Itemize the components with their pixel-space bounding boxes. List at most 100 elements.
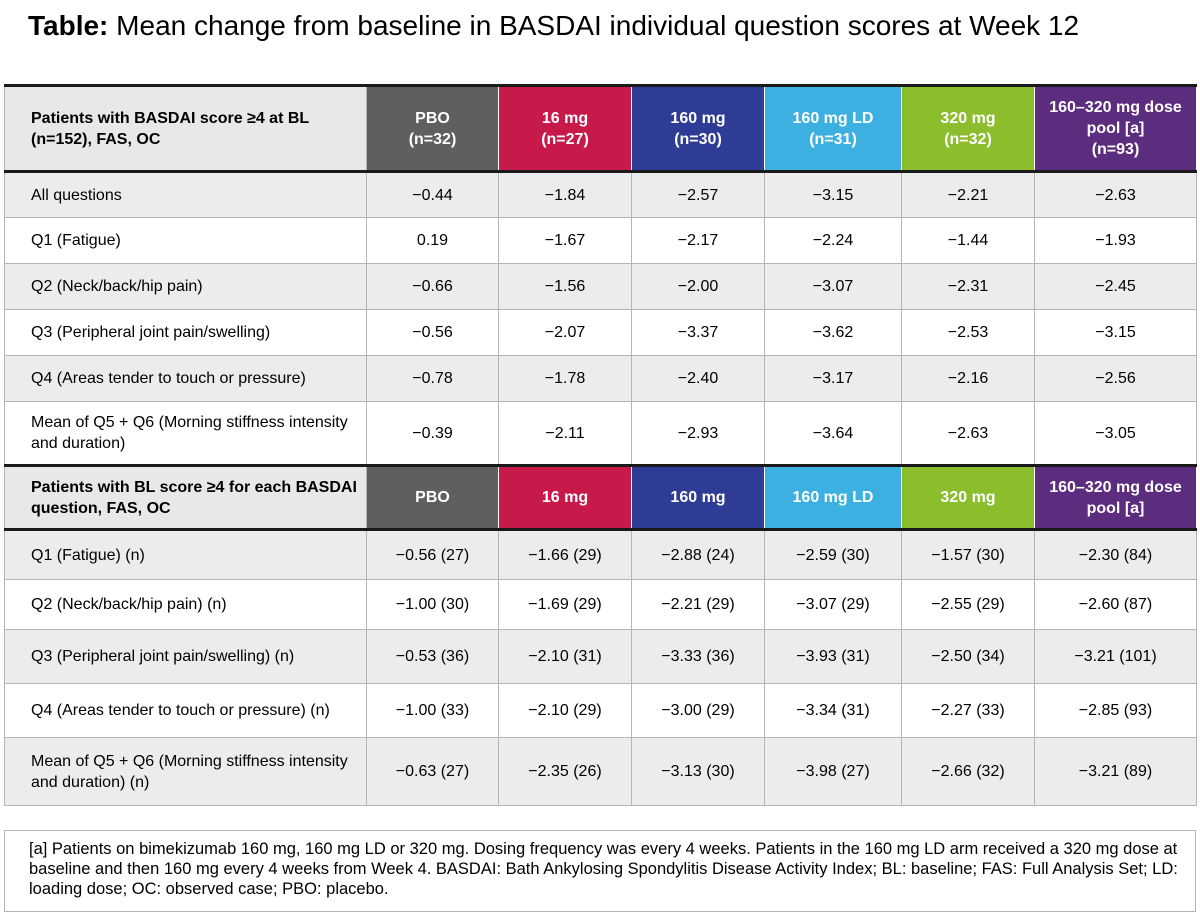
cell-160mg-ld: −3.07 (764, 263, 902, 310)
cell-320mg: −2.21 (901, 171, 1035, 218)
cell-dose-pool: −2.45 (1034, 263, 1197, 310)
table-title: Table: Mean change from baseline in BASD… (28, 6, 1079, 46)
cell-160mg: −3.00 (29) (631, 683, 765, 738)
cell-320mg: −2.53 (901, 309, 1035, 356)
cell-dose-pool: −2.85 (93) (1034, 683, 1197, 738)
column-header-320mg: 320 mg (n=32) (901, 84, 1035, 173)
cell-16mg: −1.84 (498, 171, 632, 218)
column-header-160mg-ld: 160 mg LD (764, 464, 902, 531)
cell-160mg: −2.17 (631, 217, 765, 264)
row-label: Q4 (Areas tender to touch or pressure) (… (4, 683, 367, 738)
column-header-name: 160–320 mg dose pool [a] (1049, 99, 1182, 137)
cell-160mg: −3.37 (631, 309, 765, 356)
cell-160mg: −2.21 (29) (631, 579, 765, 630)
cell-160mg-ld: −3.15 (764, 171, 902, 218)
column-header-name: PBO (415, 109, 450, 127)
cell-16mg: −2.11 (498, 401, 632, 466)
cell-320mg: −2.55 (29) (901, 579, 1035, 630)
column-header-n: (n=93) (1091, 141, 1140, 158)
column-header-name: 16 mg (541, 489, 589, 506)
cell-16mg: −1.66 (29) (498, 529, 632, 580)
column-header-name: 160 mg (670, 489, 726, 506)
column-header-name: 160 mg LD (792, 109, 874, 127)
section1-header-label: Patients with BASDAI score ≥4 at BL (n=1… (4, 84, 367, 173)
column-header-n: (n=32) (408, 130, 457, 148)
section2-header-row: Patients with BL score ≥4 for each BASDA… (4, 464, 1197, 531)
column-header-n: (n=31) (809, 130, 857, 148)
row-label: Q2 (Neck/back/hip pain) (n) (4, 579, 367, 630)
column-header-16mg: 16 mg (498, 464, 632, 531)
column-header-name: 160 mg (670, 109, 726, 127)
column-header-dose-pool: 160–320 mg dose pool [a] (n=93) (1034, 84, 1197, 173)
cell-16mg: −2.07 (498, 309, 632, 356)
column-header-320mg: 320 mg (901, 464, 1035, 531)
cell-320mg: −2.66 (32) (901, 737, 1035, 806)
cell-pbo: −0.39 (366, 401, 499, 466)
column-header-n: (n=30) (674, 130, 722, 148)
row-label: Mean of Q5 + Q6 (Morning stiffness inten… (4, 401, 367, 466)
table-row: Q2 (Neck/back/hip pain) (n) −1.00 (30) −1.… (4, 579, 1197, 630)
cell-dose-pool: −3.21 (89) (1034, 737, 1197, 806)
cell-320mg: −1.44 (901, 217, 1035, 264)
column-header-pbo: PBO (n=32) (366, 84, 499, 173)
cell-dose-pool: −3.15 (1034, 309, 1197, 356)
row-label: Q4 (Areas tender to touch or pressure) (4, 355, 367, 402)
cell-dose-pool: −3.21 (101) (1034, 629, 1197, 684)
section2-header-label: Patients with BL score ≥4 for each BASDA… (4, 464, 367, 531)
table-footnote: [a] Patients on bimekizumab 160 mg, 160 … (4, 830, 1196, 912)
column-header-16mg: 16 mg (n=27) (498, 84, 632, 173)
table-row: Mean of Q5 + Q6 (Morning stiffness inten… (4, 401, 1197, 466)
basdai-table: Patients with BASDAI score ≥4 at BL (n=1… (4, 84, 1197, 806)
cell-160mg-ld: −3.62 (764, 309, 902, 356)
cell-160mg-ld: −3.07 (29) (764, 579, 902, 630)
cell-320mg: −2.31 (901, 263, 1035, 310)
section1-header-row: Patients with BASDAI score ≥4 at BL (n=1… (4, 84, 1197, 173)
cell-pbo: −0.66 (366, 263, 499, 310)
cell-160mg-ld: −3.93 (31) (764, 629, 902, 684)
column-header-160mg: 160 mg (n=30) (631, 84, 765, 173)
column-header-name: 320 mg (940, 489, 996, 506)
cell-pbo: −0.56 (366, 309, 499, 356)
cell-160mg: −2.57 (631, 171, 765, 218)
column-header-name: 320 mg (940, 109, 996, 127)
cell-16mg: −2.10 (29) (498, 683, 632, 738)
table-row: Q4 (Areas tender to touch or pressure) −0… (4, 355, 1197, 402)
table-row: All questions −0.44 −1.84 −2.57 −3.15 −2.21 −2… (4, 171, 1197, 218)
cell-16mg: −1.69 (29) (498, 579, 632, 630)
table-row: Mean of Q5 + Q6 (Morning stiffness inten… (4, 737, 1197, 806)
table-row: Q3 (Peripheral joint pain/swelling) (n) −… (4, 629, 1197, 684)
cell-160mg: −2.40 (631, 355, 765, 402)
cell-dose-pool: −1.93 (1034, 217, 1197, 264)
table-row: Q2 (Neck/back/hip pain) −0.66 −1.56 −2.00 −3… (4, 263, 1197, 310)
cell-dose-pool: −2.56 (1034, 355, 1197, 402)
cell-160mg-ld: −3.17 (764, 355, 902, 402)
table-row: Q1 (Fatigue) (n) −0.56 (27) −1.66 (29) −2.8… (4, 529, 1197, 580)
row-label: All questions (4, 171, 367, 218)
table-row: Q1 (Fatigue) 0.19 −1.67 −2.17 −2.24 −1.44 −1.9… (4, 217, 1197, 264)
column-header-160mg-ld: 160 mg LD (n=31) (764, 84, 902, 173)
cell-16mg: −2.10 (31) (498, 629, 632, 684)
cell-160mg: −3.33 (36) (631, 629, 765, 684)
cell-160mg-ld: −3.34 (31) (764, 683, 902, 738)
cell-320mg: −2.63 (901, 401, 1035, 466)
column-header-n: (n=32) (944, 130, 992, 148)
cell-pbo: −1.00 (33) (366, 683, 499, 738)
cell-320mg: −1.57 (30) (901, 529, 1035, 580)
cell-160mg-ld: −2.59 (30) (764, 529, 902, 580)
row-label: Q3 (Peripheral joint pain/swelling) (4, 309, 367, 356)
cell-160mg: −2.88 (24) (631, 529, 765, 580)
cell-160mg-ld: −3.98 (27) (764, 737, 902, 806)
cell-pbo: −0.78 (366, 355, 499, 402)
column-header-name: 160 mg LD (792, 489, 874, 506)
cell-pbo: 0.19 (366, 217, 499, 264)
cell-dose-pool: −2.63 (1034, 171, 1197, 218)
title-text: Mean change from baseline in BASDAI indi… (108, 10, 1080, 41)
table-row: Q4 (Areas tender to touch or pressure) (… (4, 683, 1197, 738)
cell-320mg: −2.50 (34) (901, 629, 1035, 684)
cell-pbo: −0.44 (366, 171, 499, 218)
cell-320mg: −2.16 (901, 355, 1035, 402)
column-header-name: 160–320 mg dose pool [a] (1049, 478, 1182, 517)
cell-pbo: −0.63 (27) (366, 737, 499, 806)
cell-160mg: −2.93 (631, 401, 765, 466)
cell-dose-pool: −2.30 (84) (1034, 529, 1197, 580)
